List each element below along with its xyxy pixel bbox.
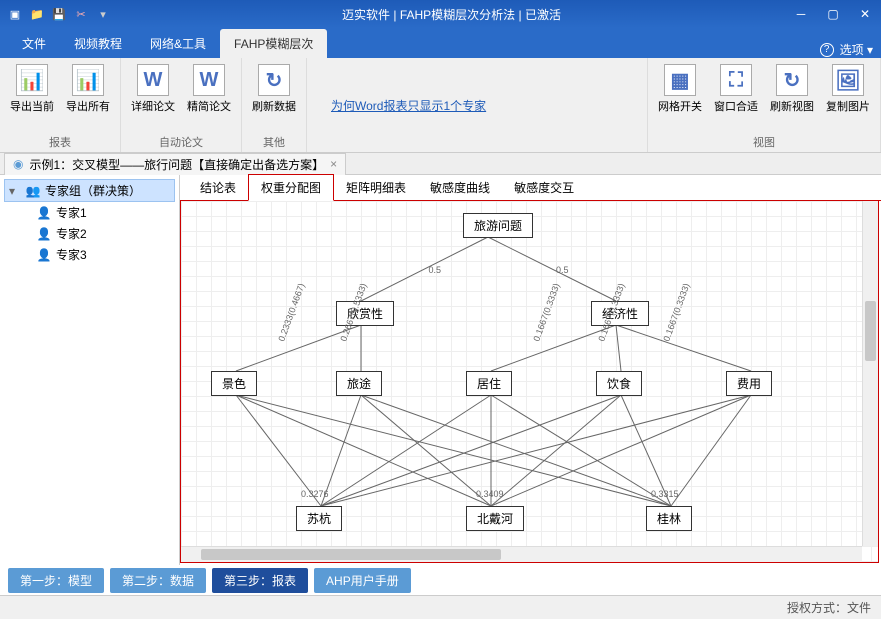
help-icon[interactable]: ?: [820, 43, 834, 57]
tree-expert-node[interactable]: 👤专家2: [4, 223, 175, 244]
tree-root-label: 专家组（群决策）: [45, 182, 141, 199]
ribbon-group-label: 报表: [8, 132, 112, 152]
person-icon: 👤: [36, 247, 52, 263]
person-icon: 👤: [36, 205, 52, 221]
diagram-node-suhang[interactable]: 苏杭: [296, 506, 342, 531]
refresh-data-button[interactable]: ↻刷新数据: [250, 62, 298, 116]
horizontal-scrollbar[interactable]: [181, 546, 862, 562]
person-icon: 👤: [36, 226, 52, 242]
collapse-icon[interactable]: ▾: [9, 184, 21, 198]
export-current-icon: 📊: [16, 64, 48, 96]
step-button-2[interactable]: 第三步：报表: [212, 568, 308, 593]
refresh-view-icon: ↻: [776, 64, 808, 96]
minimize-button[interactable]: ─: [791, 7, 811, 21]
concise-paper-button[interactable]: W精简论文: [185, 62, 233, 116]
ribbon-group-label: 视图: [656, 132, 872, 152]
menu-tab-1[interactable]: 视频教程: [60, 29, 136, 58]
tree-expert-node[interactable]: 👤专家3: [4, 244, 175, 265]
step-button-1[interactable]: 第二步：数据: [110, 568, 206, 593]
app-icon: ▣: [6, 5, 24, 23]
tree-expert-node[interactable]: 👤专家1: [4, 202, 175, 223]
diagram-node-travel[interactable]: 旅途: [336, 371, 382, 396]
step-button-3[interactable]: AHP用户手册: [314, 568, 411, 593]
sub-tab-4[interactable]: 敏感度交互: [502, 175, 586, 200]
window-fit-icon: ⛶: [720, 64, 752, 96]
sub-tab-3[interactable]: 敏感度曲线: [418, 175, 502, 200]
bottom-weight: 0.3409: [476, 489, 504, 499]
grid-toggle-button[interactable]: ▦网格开关: [656, 62, 704, 116]
menu-tab-0[interactable]: 文件: [8, 29, 60, 58]
diagram-node-beidaihe[interactable]: 北戴河: [466, 506, 524, 531]
detail-paper-icon: W: [137, 64, 169, 96]
export-all-button[interactable]: 📊导出所有: [64, 62, 112, 116]
document-tab-title: 示例1：交叉模型——旅行问题【直接确定出备选方案】: [29, 156, 324, 173]
menu-tab-2[interactable]: 网络&工具: [136, 29, 220, 58]
sub-tab-0[interactable]: 结论表: [188, 175, 248, 200]
edge-weight: 0.5: [556, 265, 569, 275]
group-icon: 👥: [25, 183, 41, 199]
maximize-button[interactable]: ▢: [823, 7, 843, 21]
document-tab[interactable]: ◉ 示例1：交叉模型——旅行问题【直接确定出备选方案】 ×: [4, 153, 346, 175]
diagram-node-scenery[interactable]: 景色: [211, 371, 257, 396]
refresh-data-icon: ↻: [258, 64, 290, 96]
sub-tab-2[interactable]: 矩阵明细表: [334, 175, 418, 200]
sub-tab-1[interactable]: 权重分配图: [248, 174, 334, 201]
status-text: 授权方式：文件: [787, 599, 871, 616]
tree-root[interactable]: ▾ 👥 专家组（群决策）: [4, 179, 175, 202]
diagram-node-stay[interactable]: 居住: [466, 371, 512, 396]
refresh-view-button[interactable]: ↻刷新视图: [768, 62, 816, 116]
tab-close-icon[interactable]: ×: [330, 157, 337, 171]
diagram-node-guilin[interactable]: 桂林: [646, 506, 692, 531]
diagram-node-food[interactable]: 饮食: [596, 371, 642, 396]
window-fit-button[interactable]: ⛶窗口合适: [712, 62, 760, 116]
diagram-node-econ[interactable]: 经济性: [591, 301, 649, 326]
copy-image-icon: 🖼: [832, 64, 864, 96]
cut-icon[interactable]: ✂: [72, 5, 90, 23]
copy-image-button[interactable]: 🖼复制图片: [824, 62, 872, 116]
ribbon-group-label: [315, 148, 639, 152]
bottom-weight: 0.3315: [651, 489, 679, 499]
vertical-scrollbar[interactable]: [862, 201, 878, 546]
concise-paper-icon: W: [193, 64, 225, 96]
menu-tab-3[interactable]: FAHP模糊层次: [220, 29, 327, 58]
ribbon-group-label: 其他: [250, 132, 298, 152]
diagram-node-root[interactable]: 旅游问题: [463, 213, 533, 238]
diagram-node-cost[interactable]: 费用: [726, 371, 772, 396]
dropdown-icon[interactable]: ▾: [94, 5, 112, 23]
cube-icon: ◉: [13, 157, 23, 171]
ribbon-link[interactable]: 为何Word报表只显示1个专家: [315, 97, 502, 114]
close-button[interactable]: ✕: [855, 7, 875, 21]
window-title: 迈实软件 | FAHP模糊层次分析法 | 已激活: [112, 6, 791, 23]
step-button-0[interactable]: 第一步：模型: [8, 568, 104, 593]
export-current-button[interactable]: 📊导出当前: [8, 62, 56, 116]
folder-open-icon[interactable]: 📁: [28, 5, 46, 23]
export-all-icon: 📊: [72, 64, 104, 96]
bottom-weight: 0.3276: [301, 489, 329, 499]
edge-weight: 0.5: [429, 265, 442, 275]
detail-paper-button[interactable]: W详细论文: [129, 62, 177, 116]
save-icon[interactable]: 💾: [50, 5, 68, 23]
options-menu[interactable]: 选项 ▾: [840, 41, 873, 58]
grid-toggle-icon: ▦: [664, 64, 696, 96]
ribbon-group-label: 自动论文: [129, 132, 233, 152]
